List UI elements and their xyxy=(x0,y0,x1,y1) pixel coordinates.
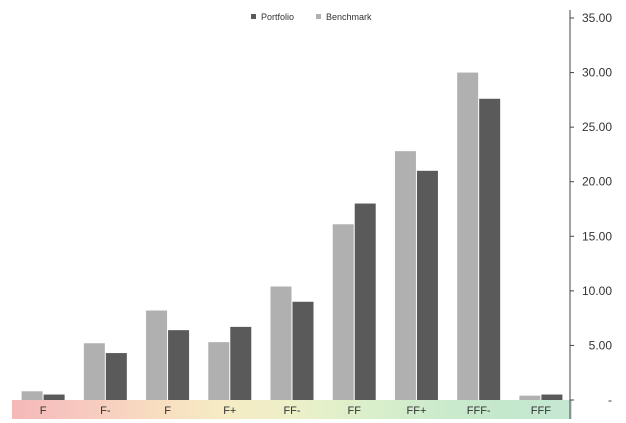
category-label-5: FF xyxy=(347,405,361,417)
y-tick-label-7: 35.00 xyxy=(582,11,612,25)
legend-swatch-benchmark xyxy=(316,14,321,19)
y-tick-label-6: 30.00 xyxy=(582,66,612,80)
category-label-8: FFF xyxy=(531,405,551,417)
category-label-0: F xyxy=(40,405,47,417)
bar-benchmark-8 xyxy=(519,395,541,400)
category-label-2: F xyxy=(164,405,171,417)
category-label-6: FF+ xyxy=(407,405,427,417)
bar-benchmark-4 xyxy=(270,286,292,400)
bar-portfolio-7 xyxy=(479,98,501,401)
legend-label-portfolio: Portfolio xyxy=(261,12,294,22)
y-tick-label-4: 20.00 xyxy=(582,175,612,189)
bar-benchmark-3 xyxy=(208,342,230,400)
bar-benchmark-0 xyxy=(21,391,43,400)
bar-benchmark-6 xyxy=(394,151,416,400)
bar-benchmark-2 xyxy=(146,310,168,400)
legend-swatch-portfolio xyxy=(251,14,256,19)
bar-portfolio-5 xyxy=(354,203,376,400)
y-tick-label-5: 25.00 xyxy=(582,120,612,134)
y-tick-label-0: - xyxy=(608,393,612,407)
bar-portfolio-3 xyxy=(230,326,252,400)
y-tick-label-1: 5.00 xyxy=(589,338,613,352)
category-band xyxy=(12,400,572,419)
bar-portfolio-2 xyxy=(168,330,190,400)
category-label-1: F- xyxy=(100,405,111,417)
bar-portfolio-1 xyxy=(105,353,127,400)
bar-benchmark-7 xyxy=(457,72,479,400)
bar-benchmark-5 xyxy=(332,224,354,400)
bar-portfolio-0 xyxy=(43,394,65,400)
bar-portfolio-8 xyxy=(541,394,563,400)
y-tick-label-3: 15.00 xyxy=(582,229,612,243)
bar-portfolio-6 xyxy=(416,170,438,400)
category-label-4: FF- xyxy=(283,405,300,417)
category-label-3: F+ xyxy=(223,405,236,417)
category-label-7: FFF- xyxy=(467,405,491,417)
y-tick-label-2: 10.00 xyxy=(582,284,612,298)
legend-label-benchmark: Benchmark xyxy=(326,12,372,22)
bar-portfolio-4 xyxy=(292,301,314,400)
bar-benchmark-1 xyxy=(83,343,105,400)
